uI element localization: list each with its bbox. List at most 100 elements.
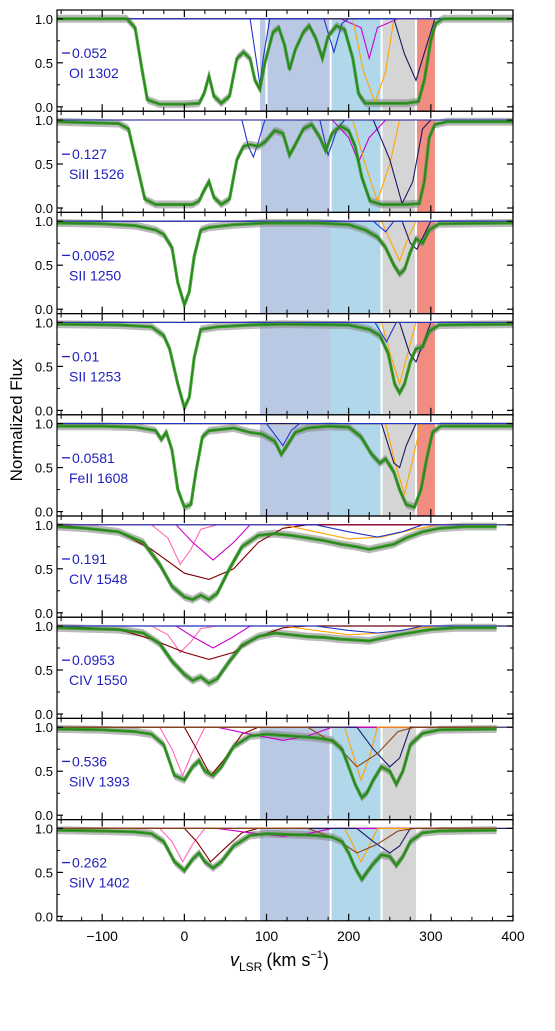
y-tick-label: 0.5 (35, 258, 53, 273)
x-axis-label-close: ) (323, 950, 329, 970)
panel-8: 0.0 0.5 1.0 0.536 SiIV 1393 (35, 717, 514, 823)
total-model (57, 727, 497, 801)
y-tick-label: 1.0 (35, 720, 53, 735)
panel-1: 0.0 0.5 1.0 0.052 OI 1302 (35, 9, 514, 115)
panel-2: 0.0 0.5 1.0 0.127 SiII 1526 (35, 110, 514, 216)
model-component (57, 827, 497, 863)
shaded-region (330, 322, 382, 415)
shaded-region (381, 120, 417, 213)
model-component (57, 726, 497, 768)
shaded-region (381, 221, 417, 314)
model-component (57, 625, 497, 634)
shaded-region (330, 423, 382, 516)
x-axis-label-unit: (km s (266, 950, 310, 970)
y-tick-label: 0.0 (35, 302, 53, 317)
panel-frame (56, 818, 514, 922)
total-model (57, 221, 513, 310)
panel-ion-label: SiII 1526 (69, 166, 124, 182)
y-tick-label: 0.5 (35, 663, 53, 678)
model-component (57, 423, 513, 447)
y-tick-label: 0.5 (35, 764, 53, 779)
x-axis-label: vLSR (km s−1) (230, 949, 329, 974)
error-band (57, 117, 513, 209)
shaded-region (330, 120, 382, 213)
y-tick-label: 0.0 (35, 403, 53, 418)
panel-value-label: 0.536 (72, 753, 107, 769)
panels-group: 0.0 0.5 1.0 0.052 OI 1302 0.0 0.5 1.0 0.127 SiII … (35, 9, 525, 944)
panel-value-label: 0.052 (72, 45, 107, 61)
panel-plot-area (57, 14, 513, 112)
panel-value-label: 0.0581 (72, 450, 115, 466)
model-component (57, 827, 497, 854)
panel-ion-label: CIV 1548 (69, 571, 128, 587)
model-component (57, 625, 497, 660)
y-tick-label: 0.0 (35, 808, 53, 823)
panel-plot-area (57, 522, 513, 604)
y-axis-label: Normalized Flux (7, 358, 26, 481)
panel-plot-area (57, 826, 513, 921)
y-tick-label: 1.0 (35, 821, 53, 836)
panel-value-label: 0.127 (72, 146, 107, 162)
total-model (57, 424, 513, 510)
y-tick-label: 0.0 (35, 100, 53, 115)
panel-plot-area (57, 117, 513, 213)
y-tick-label: 1.0 (35, 214, 53, 229)
panel-value-label: 0.191 (72, 551, 107, 567)
model-component (57, 220, 513, 233)
panel-value-label: 0.0052 (72, 247, 115, 263)
shaded-region (381, 322, 417, 415)
panel-3: 0.0 0.5 1.0 0.0052 SII 1250 (35, 211, 514, 317)
panel-ion-label: SII 1250 (69, 267, 121, 283)
panel-value-label: 0.01 (72, 349, 99, 365)
panel-value-label: 0.0953 (72, 652, 115, 668)
model-component (57, 524, 497, 538)
model-component (57, 726, 497, 768)
shaded-region (266, 18, 331, 112)
panel-ion-label: SiIV 1402 (69, 875, 130, 891)
x-tick-label: 0 (180, 928, 188, 944)
y-tick-label: 0.0 (35, 201, 53, 216)
y-tick-label: 1.0 (35, 619, 53, 634)
panel-ion-label: CIV 1550 (69, 672, 128, 688)
model-component (57, 119, 513, 158)
x-axis-label-v: v (230, 950, 240, 970)
y-tick-label: 0.5 (35, 562, 53, 577)
total-model (57, 17, 513, 106)
model-component (57, 726, 497, 777)
panel-5: 0.0 0.5 1.0 0.0581 FeII 1608 (35, 414, 514, 520)
panel-ion-label: FeII 1608 (69, 470, 128, 486)
panel-4: 0.0 0.5 1.0 0.01 SII 1253 (35, 313, 514, 418)
panel-plot-area (57, 219, 513, 314)
y-tick-label: 1.0 (35, 417, 53, 432)
y-tick-label: 0.0 (35, 909, 53, 924)
y-tick-label: 1.0 (35, 315, 53, 330)
panel-ion-label: OI 1302 (69, 65, 119, 81)
total-model (57, 525, 497, 602)
y-tick-label: 0.0 (35, 606, 53, 621)
model-component (57, 119, 513, 206)
shaded-region (259, 322, 331, 415)
error-band (57, 522, 497, 604)
total-model (57, 322, 513, 413)
x-tick-label: 400 (501, 928, 525, 944)
panel-value-label: 0.262 (72, 855, 107, 871)
total-model (57, 828, 497, 883)
error-band (57, 725, 497, 802)
model-component (57, 18, 513, 55)
model-component (57, 827, 497, 854)
y-tick-label: 0.5 (35, 157, 53, 172)
y-tick-label: 0.5 (35, 56, 53, 71)
total-model (57, 120, 513, 207)
x-axis-label-exponent: −1 (310, 949, 323, 961)
panel-plot-area (57, 725, 513, 820)
model-component (57, 524, 497, 540)
shaded-region (259, 828, 331, 921)
panel-9: 0.0 0.5 1.0 0.262 SiIV 1402 −100 0 100 200 300 400 (35, 818, 525, 944)
x-tick-label: 200 (337, 928, 361, 944)
y-tick-label: 1.0 (35, 12, 53, 27)
panel-plot-area (57, 623, 513, 688)
y-tick-label: 0.5 (35, 865, 53, 880)
panel-plot-area (57, 320, 513, 415)
y-tick-label: 0.5 (35, 461, 53, 476)
